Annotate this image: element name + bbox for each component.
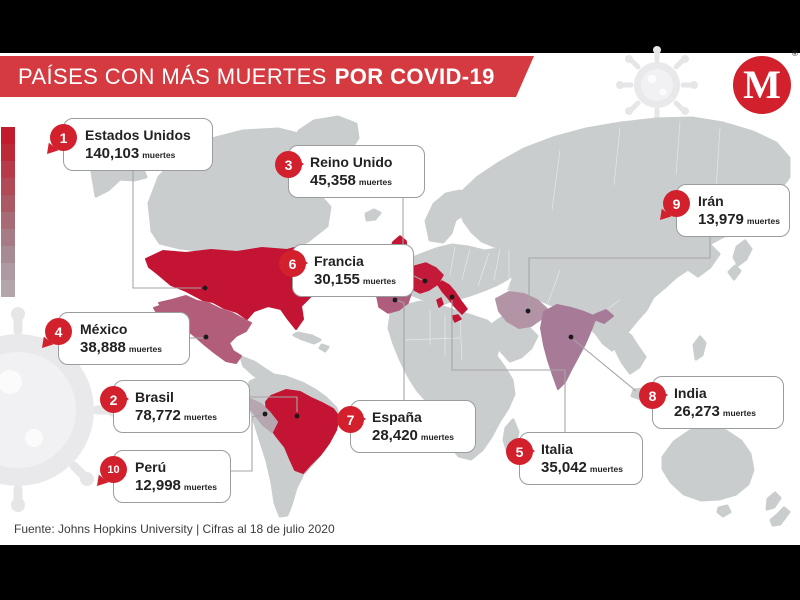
- bottom-letterbox-bar: [0, 545, 800, 600]
- connector-iran: [528, 236, 711, 308]
- death-count: 13,979: [698, 211, 744, 229]
- country-name: Brasil: [135, 389, 174, 405]
- death-count: 38,888: [80, 339, 126, 357]
- color-scale-legend: [1, 127, 15, 297]
- rank-badge: 8: [639, 382, 668, 409]
- connector-spain: [396, 299, 405, 400]
- rank-badge: 9: [663, 190, 690, 217]
- registered-mark: ®: [792, 49, 798, 58]
- country-card-9: 9 Irán 13,979 muertes: [663, 184, 790, 238]
- rank-badge: 3: [275, 151, 304, 178]
- legend-swatch-10: [1, 280, 15, 297]
- legend-swatch-4: [1, 178, 15, 195]
- rank-badge: 2: [100, 386, 129, 413]
- source-caption: Fuente: Johns Hopkins University | Cifra…: [14, 522, 335, 536]
- country-name: España: [372, 409, 422, 425]
- australia-shape: [661, 425, 755, 502]
- death-unit-label: muertes: [746, 216, 780, 227]
- legend-swatch-7: [1, 229, 15, 246]
- death-count: 30,155: [314, 271, 360, 289]
- page-title: PAÍSES CON MÁS MUERTES: [18, 63, 327, 89]
- death-unit-label: muertes: [142, 150, 176, 161]
- legend-swatch-3: [1, 161, 15, 178]
- death-unit-label: muertes: [128, 344, 162, 355]
- country-card-7: 7 España 28,420 muertes: [337, 400, 476, 454]
- country-name: Francia: [314, 253, 364, 269]
- country-card-2: 2 Brasil 78,772 muertes: [100, 380, 250, 434]
- connector-lines: [132, 170, 711, 472]
- rank-badge: 1: [50, 124, 77, 151]
- caribbean-shape: [292, 331, 330, 353]
- death-count: 12,998: [135, 477, 181, 495]
- country-name: Estados Unidos: [85, 127, 191, 143]
- legend-swatch-9: [1, 263, 15, 280]
- connector-france: [413, 275, 423, 281]
- country-card-5: 5 Italia 35,042 muertes: [506, 432, 643, 486]
- virus-icon: [0, 307, 121, 512]
- legend-swatch-1: [1, 127, 15, 144]
- virus-icon: [616, 46, 698, 124]
- country-card-10: 10 Perú 12,998 muertes: [100, 450, 231, 504]
- country-name: Italia: [541, 441, 573, 457]
- connector-peru: [231, 414, 262, 472]
- country-borders: [404, 121, 721, 361]
- page-title-bold: POR COVID-19: [334, 63, 495, 89]
- country-card-6: 6 Francia 30,155 muertes: [279, 244, 414, 298]
- country-card-8: 8 India 26,273 muertes: [639, 376, 784, 430]
- title-banner: PAÍSES CON MÁS MUERTES POR COVID-19: [0, 56, 534, 97]
- rank-badge: 4: [45, 318, 72, 345]
- death-unit-label: muertes: [183, 482, 217, 493]
- connector-india: [573, 339, 637, 392]
- death-count: 45,358: [310, 172, 356, 190]
- connector-usa: [132, 170, 201, 289]
- country-card-1: 1 Estados Unidos 140,103 muertes: [50, 118, 213, 172]
- death-unit-label: muertes: [358, 177, 392, 188]
- death-unit-label: muertes: [183, 412, 217, 423]
- legend-swatch-5: [1, 195, 15, 212]
- country-name: México: [80, 321, 128, 337]
- tasmania-shape: [716, 504, 732, 518]
- top-letterbox-bar: [0, 0, 800, 53]
- country-card-3: 3 Reino Unido 45,358 muertes: [275, 145, 425, 199]
- japan-shape: [727, 239, 753, 281]
- death-count: 78,772: [135, 407, 181, 425]
- rank-badge: 6: [279, 250, 308, 277]
- country-name: Reino Unido: [310, 154, 393, 170]
- death-unit-label: muertes: [722, 408, 756, 419]
- connector-italy: [451, 300, 566, 432]
- country-shape-india: [540, 304, 614, 390]
- rank-badge: 10: [100, 456, 127, 483]
- asia-shape: [457, 116, 791, 352]
- country-card-4: 4 México 38,888 muertes: [45, 312, 190, 366]
- legend-swatch-6: [1, 212, 15, 229]
- death-count: 26,273: [674, 403, 720, 421]
- country-shape-peru: [248, 398, 278, 433]
- legend-swatch-2: [1, 144, 15, 161]
- death-unit-label: muertes: [420, 432, 454, 443]
- country-name: Perú: [135, 459, 167, 475]
- se-asia-shape: [610, 327, 647, 375]
- milenio-logo: M: [733, 56, 791, 114]
- country-shape-iran: [495, 291, 548, 329]
- country-name: Irán: [698, 193, 724, 209]
- death-count: 28,420: [372, 427, 418, 445]
- death-count: 140,103: [85, 145, 140, 163]
- death-count: 35,042: [541, 459, 587, 477]
- iceland-shape: [364, 208, 382, 222]
- rank-badge: 7: [337, 406, 366, 433]
- rank-badge: 5: [506, 438, 535, 465]
- death-unit-label: muertes: [589, 464, 623, 475]
- death-unit-label: muertes: [362, 276, 396, 287]
- africa-shape: [387, 300, 516, 461]
- connector-brazil: [250, 396, 298, 412]
- legend-swatch-8: [1, 246, 15, 263]
- new-zealand-shape: [765, 491, 791, 527]
- country-name: India: [674, 385, 707, 401]
- logo-letter: M: [743, 62, 781, 107]
